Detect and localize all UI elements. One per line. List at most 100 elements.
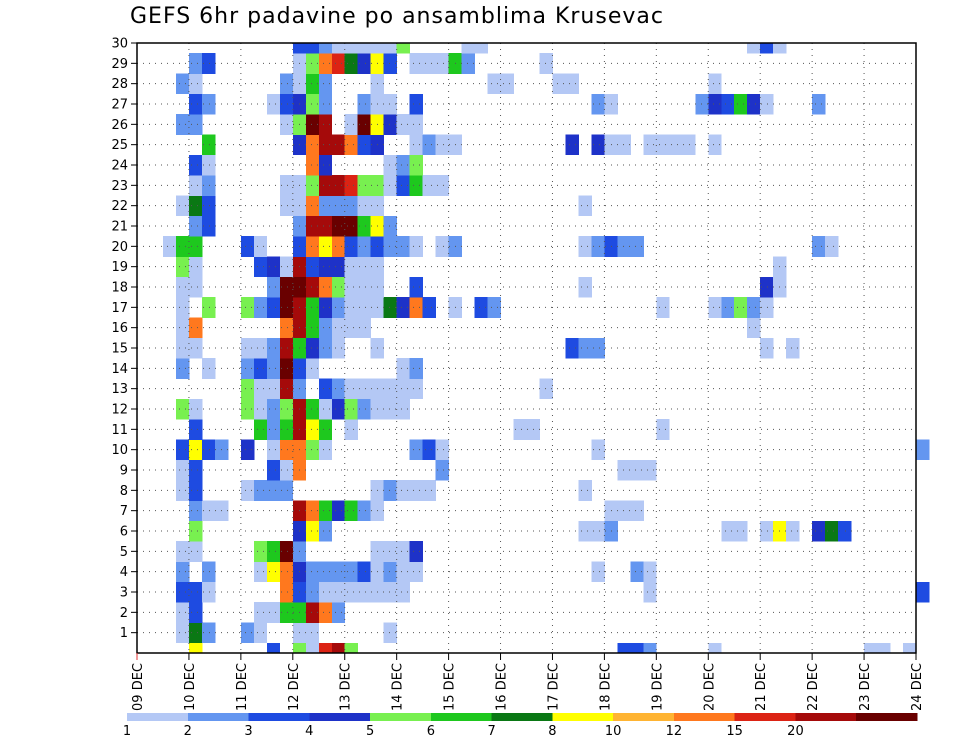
heatmap-cell [435,459,449,481]
heatmap-cell [188,175,203,196]
heatmap-cell [383,378,398,400]
heatmap-cell [474,297,488,318]
heatmap-cell [578,520,592,542]
heatmap-cell [409,358,424,379]
heatmap-cell [305,358,320,379]
heatmap-cell [357,297,372,318]
heatmap-cell [175,480,190,501]
heatmap-cell [344,175,359,196]
heatmap-cell [279,602,294,623]
heatmap-cell [461,53,475,74]
heatmap-cell [344,297,359,318]
y-tick-label: 26 [111,118,128,133]
heatmap-cell [318,520,333,542]
heatmap-cell [344,215,359,237]
heatmap-cell [279,439,294,461]
y-tick-label: 4 [120,565,128,580]
heatmap-cell [188,317,203,339]
y-tick-label: 10 [111,443,128,458]
y-tick-label: 12 [111,403,128,418]
heatmap-cell [396,480,411,501]
heatmap-cell [305,622,320,644]
heatmap-cell [201,53,216,74]
y-tick-label: 16 [111,321,128,336]
heatmap-cell [188,215,203,237]
heatmap-cell [617,500,631,522]
heatmap-cell [188,439,203,461]
heatmap-cell [253,561,268,583]
heatmap-cell [331,561,346,583]
heatmap-cell [292,43,307,54]
heatmap-cell [175,459,190,481]
axes: 1234567891011121314151617181920212223242… [111,37,925,711]
heatmap-cell [539,378,553,400]
heatmap-cell [331,43,346,54]
heatmap-cell [318,256,333,278]
heatmap-cell [318,581,333,603]
heatmap-cell [344,43,359,54]
heatmap-cell [617,459,631,481]
heatmap-cell [422,53,437,74]
x-tick-label: 20 DEC [702,663,717,711]
heatmap-cell [201,439,216,461]
heatmap-cell [175,581,190,603]
heatmap-cell [344,236,359,257]
heatmap-cell [201,581,216,603]
heatmap-cell [253,236,268,257]
x-tick-label: 10 DEC [183,663,198,711]
heatmap-cell [331,175,346,196]
heatmap-cell [760,337,774,359]
heatmap-cell [344,378,359,400]
y-tick-label: 24 [111,159,128,174]
heatmap-cell [578,276,592,298]
heatmap-cell [318,561,333,583]
heatmap-cell [240,480,255,501]
heatmap-cell [175,317,190,339]
heatmap-cell [175,358,190,379]
color-legend: 1 2 3 4 5 6 7 8 10 12 15 20 [123,713,918,739]
y-tick-label: 5 [120,545,128,560]
heatmap-cell [357,317,372,339]
heatmap-cell [656,297,670,318]
heatmap-cell [305,297,320,318]
heatmap-cell [266,642,281,654]
legend-label: 7 [487,724,495,739]
heatmap-cell [279,419,294,440]
heatmap-cell [253,378,268,400]
heatmap-cell [383,43,398,54]
heatmap-cell [721,297,735,318]
heatmap-cell [240,358,255,379]
heatmap-cell [266,297,281,318]
x-tick-label: 24 DEC [910,663,925,711]
heatmap-cell [591,134,605,156]
y-tick-label: 29 [111,57,128,72]
y-tick-label: 6 [120,525,128,540]
legend-swatch [491,713,553,721]
heatmap-cell [266,561,281,583]
heatmap-cell [344,642,359,654]
heatmap-cell [396,297,411,318]
heatmap-cell [253,256,268,278]
heatmap-cell [409,541,424,562]
heatmap-cell [305,642,320,654]
heatmap-cell [279,93,294,115]
heatmap-cell [253,602,268,623]
heatmap-cell [253,541,268,562]
heatmap-cell [383,398,398,420]
heatmap-cell [266,459,281,481]
heatmap-cell [175,73,190,95]
heatmap-cell [357,256,372,278]
heatmap-cell [591,520,605,542]
heatmap-cell [188,520,203,542]
heatmap-cell [331,195,346,217]
heatmap-cell [188,114,203,135]
heatmap-cell [318,73,333,95]
heatmap-cell [539,53,553,74]
y-tick-label: 27 [111,98,128,113]
heatmap-cell [305,520,320,542]
heatmap-cell [188,236,203,257]
heatmap-cell [383,114,398,135]
x-tick-label: 11 DEC [235,663,250,711]
heatmap-cell [357,215,372,237]
heatmap-cell [409,480,424,501]
